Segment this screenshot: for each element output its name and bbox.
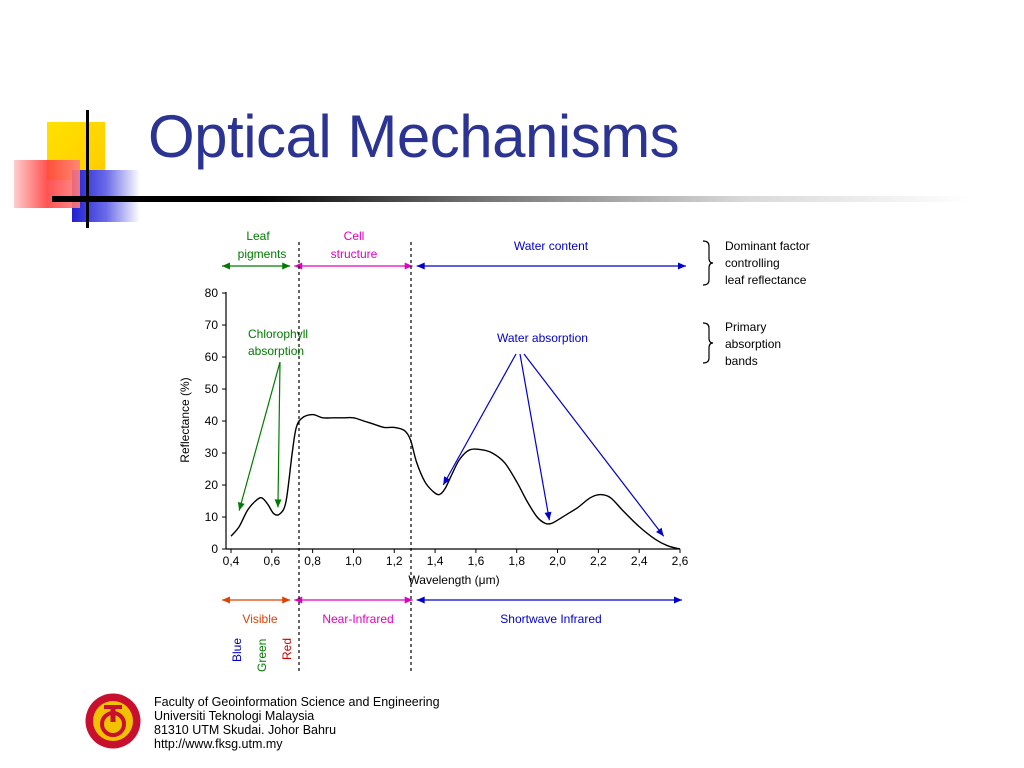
absorption-arrows — [237, 353, 665, 537]
y-tick-label: 40 — [205, 414, 219, 428]
absorption-arrow — [519, 353, 550, 521]
absorption-arrow-head — [274, 499, 282, 508]
factor-label-water: Water content — [514, 239, 589, 253]
x-tick-label: 2,4 — [631, 554, 648, 568]
dominant-label-3: leaf reflectance — [725, 273, 807, 287]
y-tick-label: 10 — [205, 510, 219, 524]
chlorophyll-label-2: absorption — [248, 344, 304, 358]
water-absorption-label: Water absorption — [497, 331, 588, 345]
factor-label-leaf-1: Leaf — [246, 229, 270, 243]
region-arrow-head — [404, 596, 413, 604]
factor-label-cell-1: Cell — [344, 229, 365, 243]
absorption-arrow — [442, 353, 517, 486]
x-tick-label: 2,0 — [549, 554, 566, 568]
region-label-visible: Visible — [242, 612, 277, 626]
vertical-divider — [86, 110, 89, 228]
factor-arrow-head — [404, 262, 413, 270]
y-tick-label: 0 — [211, 542, 218, 556]
footer-address-line: 81310 UTM Skudai. Johor Bahru — [154, 723, 337, 737]
footer-university: Universiti Teknologi Malaysia — [154, 709, 315, 723]
absorption-arrow-head — [656, 527, 664, 537]
band-label-green: Green — [255, 639, 269, 672]
primary-brace — [702, 322, 714, 364]
footer-address: Faculty of Geoinformation Science and En… — [154, 695, 440, 751]
dominant-label-1: Dominant factor — [725, 239, 810, 253]
reflectance-curve — [230, 413, 681, 550]
y-tick-label: 20 — [205, 478, 219, 492]
x-tick-label: 2,2 — [590, 554, 607, 568]
factor-arrow-head — [294, 262, 303, 270]
utm-logo-icon — [85, 693, 141, 749]
factor-arrow-head — [678, 262, 686, 270]
absorption-arrow-head — [237, 501, 245, 511]
x-tick-label: 0,8 — [304, 554, 321, 568]
absorption-arrow — [277, 361, 281, 508]
primary-label-3: bands — [725, 354, 758, 368]
reflectance-chart: Leaf pigments Cell structure Water conte… — [178, 229, 810, 672]
absorption-arrow-head — [544, 511, 552, 521]
footer-url[interactable]: http://www.fksg.utm.my — [154, 737, 283, 751]
y-tick-label: 50 — [205, 382, 219, 396]
footer-faculty: Faculty of Geoinformation Science and En… — [154, 695, 440, 709]
y-ticks: 0 10 20 30 40 50 60 70 80 — [205, 286, 226, 556]
region-arrow-head — [282, 596, 291, 604]
x-tick-label: 1,4 — [427, 554, 444, 568]
x-tick-label: 1,8 — [508, 554, 525, 568]
factor-arrow-head — [416, 262, 425, 270]
band-label-blue: Blue — [230, 638, 244, 662]
region-arrow-head — [294, 596, 303, 604]
x-tick-label: 0,4 — [223, 554, 240, 568]
absorption-arrow — [523, 353, 665, 537]
region-label-nir: Near-Infrared — [322, 612, 393, 626]
y-axis-label: Reflectance (%) — [178, 377, 192, 462]
x-axis-label: Wavelength (μm) — [408, 573, 499, 587]
y-tick-label: 30 — [205, 446, 219, 460]
primary-label-2: absorption — [725, 337, 781, 351]
title-underline — [52, 196, 972, 202]
factor-arrow-head — [222, 262, 230, 270]
factor-label-leaf-2: pigments — [238, 247, 287, 261]
y-tick-label: 60 — [205, 350, 219, 364]
factor-arrow-head — [282, 262, 291, 270]
region-label-swir: Shortwave Infrared — [500, 612, 601, 626]
primary-label-1: Primary — [725, 320, 766, 334]
x-ticks: 0,4 0,6 0,8 1,0 1,2 1,4 1,6 1,8 2,0 2,2 2,4 2,6 — [223, 549, 689, 568]
factor-arrows — [222, 262, 686, 270]
slide-title: Optical Mechanisms — [148, 103, 680, 170]
factor-label-cell-2: structure — [331, 247, 378, 261]
x-tick-label: 2,6 — [672, 554, 689, 568]
region-arrow-head — [222, 596, 230, 604]
dominant-brace — [702, 240, 714, 286]
x-tick-label: 0,6 — [263, 554, 280, 568]
band-label-red: Red — [280, 638, 294, 660]
y-tick-label: 80 — [205, 286, 219, 300]
absorption-arrow — [238, 361, 281, 511]
absorption-arrow-head — [443, 476, 451, 485]
x-tick-label: 1,6 — [468, 554, 485, 568]
region-arrows — [222, 596, 682, 604]
x-tick-label: 1,0 — [345, 554, 362, 568]
region-arrow-head — [416, 596, 425, 604]
y-tick-label: 70 — [205, 318, 219, 332]
x-tick-label: 1,2 — [386, 554, 403, 568]
chlorophyll-label-1: Chlorophyll — [248, 327, 308, 341]
dominant-label-2: controlling — [725, 256, 780, 270]
region-arrow-head — [674, 596, 682, 604]
